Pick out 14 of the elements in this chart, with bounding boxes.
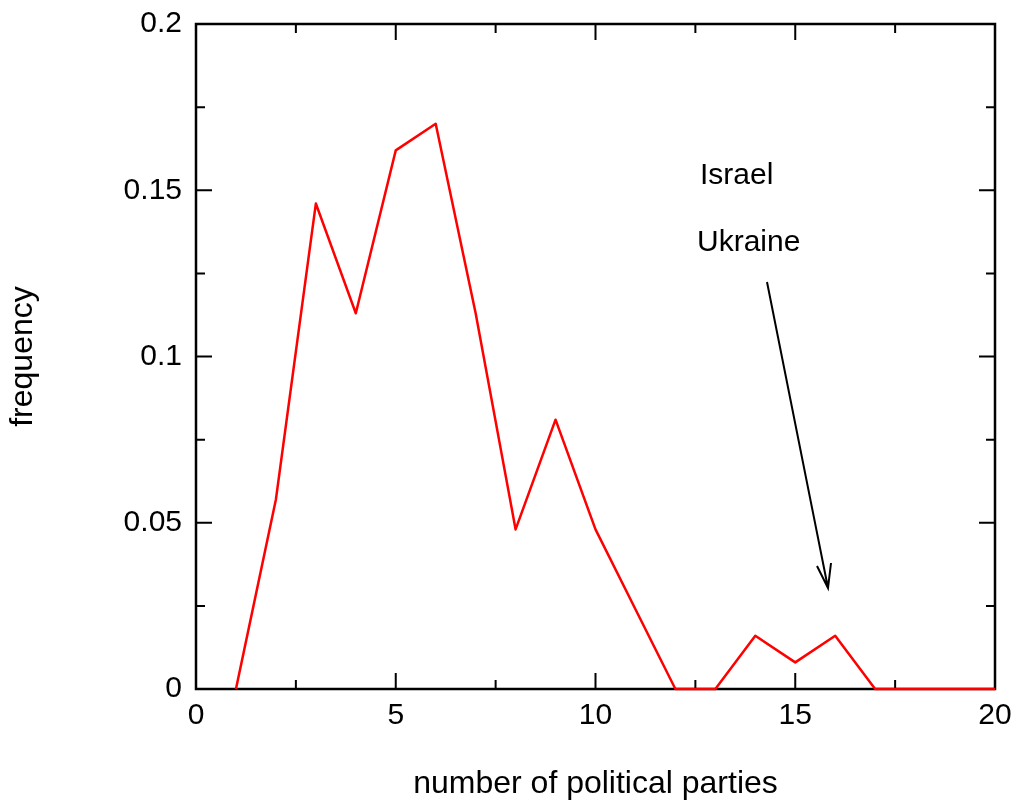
y-tick-label: 0: [165, 670, 182, 704]
y-tick-label: 0.2: [140, 5, 182, 39]
y-tick-label: 0.1: [140, 337, 182, 371]
y-tick-label: 0.05: [123, 504, 182, 538]
x-axis-title: number of political parties: [413, 763, 778, 800]
x-tick-label: 5: [387, 697, 405, 731]
x-tick-label: 20: [978, 697, 1012, 731]
annotation: Israel: [700, 157, 774, 191]
y-axis-title: frequency: [3, 286, 40, 427]
x-tick-label: 0: [187, 697, 205, 731]
x-tick-label: 10: [578, 697, 613, 731]
annotation: Ukraine: [697, 224, 801, 258]
x-tick-label: 15: [778, 697, 812, 731]
y-tick-label: 0.15: [123, 171, 182, 205]
